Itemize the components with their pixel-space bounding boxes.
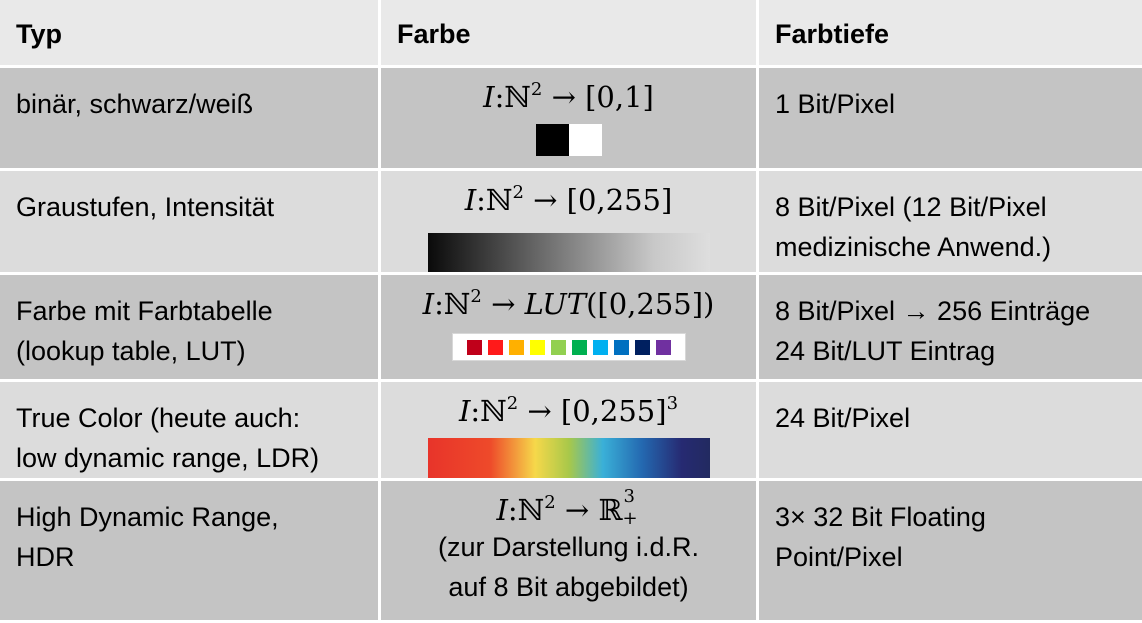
- lut-color-swatch: [592, 339, 608, 355]
- row-hdr-depth: 3× 32 Bit Floating Point/Pixel: [759, 481, 1142, 623]
- row-lut-farbe: I:ℕ2 → LUT([0,255]): [381, 275, 759, 382]
- typ-line: HDR: [16, 542, 75, 572]
- grayscale-gradient: [427, 233, 710, 272]
- typ-line: (lookup table, LUT): [16, 336, 246, 366]
- lut-color-swatch: [487, 339, 503, 355]
- row-lut-depth: 8 Bit/Pixel → 256 Einträge 24 Bit/LUT Ei…: [759, 275, 1142, 382]
- lut-color-swatch: [613, 339, 629, 355]
- row-hdr-typ: High Dynamic Range, HDR: [0, 481, 381, 623]
- formula: I:ℕ2 → [0,255]3: [458, 393, 679, 428]
- header-farbe: Farbe: [381, 0, 759, 68]
- row-gray-farbe: I:ℕ2 → [0,255]: [381, 171, 759, 275]
- row-gray-depth: 8 Bit/Pixel (12 Bit/Pixel medizinische A…: [759, 171, 1142, 275]
- typ-line: Farbe mit Farbtabelle: [16, 296, 273, 326]
- row-binary-farbe: I:ℕ2 → [0,1]: [381, 68, 759, 171]
- lut-color-swatch: [655, 339, 671, 355]
- typ-line: True Color (heute auch:: [16, 403, 301, 433]
- row-hdr-farbe: I:ℕ2 → ℝ 3 + (zur Darstellung i.d.R. auf 8…: [381, 481, 759, 623]
- row-truecolor-farbe: I:ℕ2 → [0,255]3: [381, 382, 759, 481]
- row-binary-depth: 1 Bit/Pixel: [759, 68, 1142, 171]
- typ-line: low dynamic range, LDR): [16, 443, 320, 473]
- lut-color-swatch: [466, 339, 482, 355]
- note-line: auf 8 Bit abgebildet): [448, 572, 689, 602]
- note-line: (zur Darstellung i.d.R.: [437, 532, 700, 562]
- lut-color-swatch: [571, 339, 587, 355]
- depth-line: 1 Bit/Pixel: [775, 89, 896, 119]
- formula: I:ℕ2 → [0,255]: [464, 182, 673, 217]
- lut-color-swatch: [550, 339, 566, 355]
- row-binary-typ: binär, schwarz/weiß: [0, 68, 381, 171]
- typ-line: Graustufen, Intensität: [16, 192, 275, 222]
- header-farbtiefe: Farbtiefe: [759, 0, 1142, 68]
- depth-line: 3× 32 Bit Floating: [775, 502, 986, 532]
- depth-line: 8 Bit/Pixel → 256 Einträge: [775, 296, 1091, 326]
- typ-line: binär, schwarz/weiß: [16, 89, 254, 119]
- formula: I:ℕ2 → [0,1]: [483, 79, 654, 114]
- lut-color-swatch: [634, 339, 650, 355]
- depth-line: 24 Bit/LUT Eintrag: [775, 336, 996, 366]
- depth-line: Point/Pixel: [775, 542, 903, 572]
- typ-line: High Dynamic Range,: [16, 502, 279, 532]
- black-white-swatch: [535, 124, 602, 156]
- depth-line: 24 Bit/Pixel: [775, 403, 911, 433]
- lut-color-swatch: [508, 339, 524, 355]
- row-gray-typ: Graustufen, Intensität: [0, 171, 381, 275]
- formula: I:ℕ2 → LUT([0,255]): [422, 286, 715, 321]
- row-truecolor-typ: True Color (heute auch: low dynamic rang…: [0, 382, 381, 481]
- depth-line: medizinische Anwend.): [775, 232, 1052, 262]
- row-truecolor-depth: 24 Bit/Pixel: [759, 382, 1142, 481]
- row-lut-typ: Farbe mit Farbtabelle (lookup table, LUT…: [0, 275, 381, 382]
- lut-swatch-strip: [451, 333, 686, 361]
- formula: I:ℕ2 → ℝ 3 +: [496, 486, 638, 529]
- lut-color-swatch: [529, 339, 545, 355]
- spectrum-gradient: [427, 438, 710, 478]
- depth-line: 8 Bit/Pixel (12 Bit/Pixel: [775, 192, 1047, 222]
- header-typ: Typ: [0, 0, 381, 68]
